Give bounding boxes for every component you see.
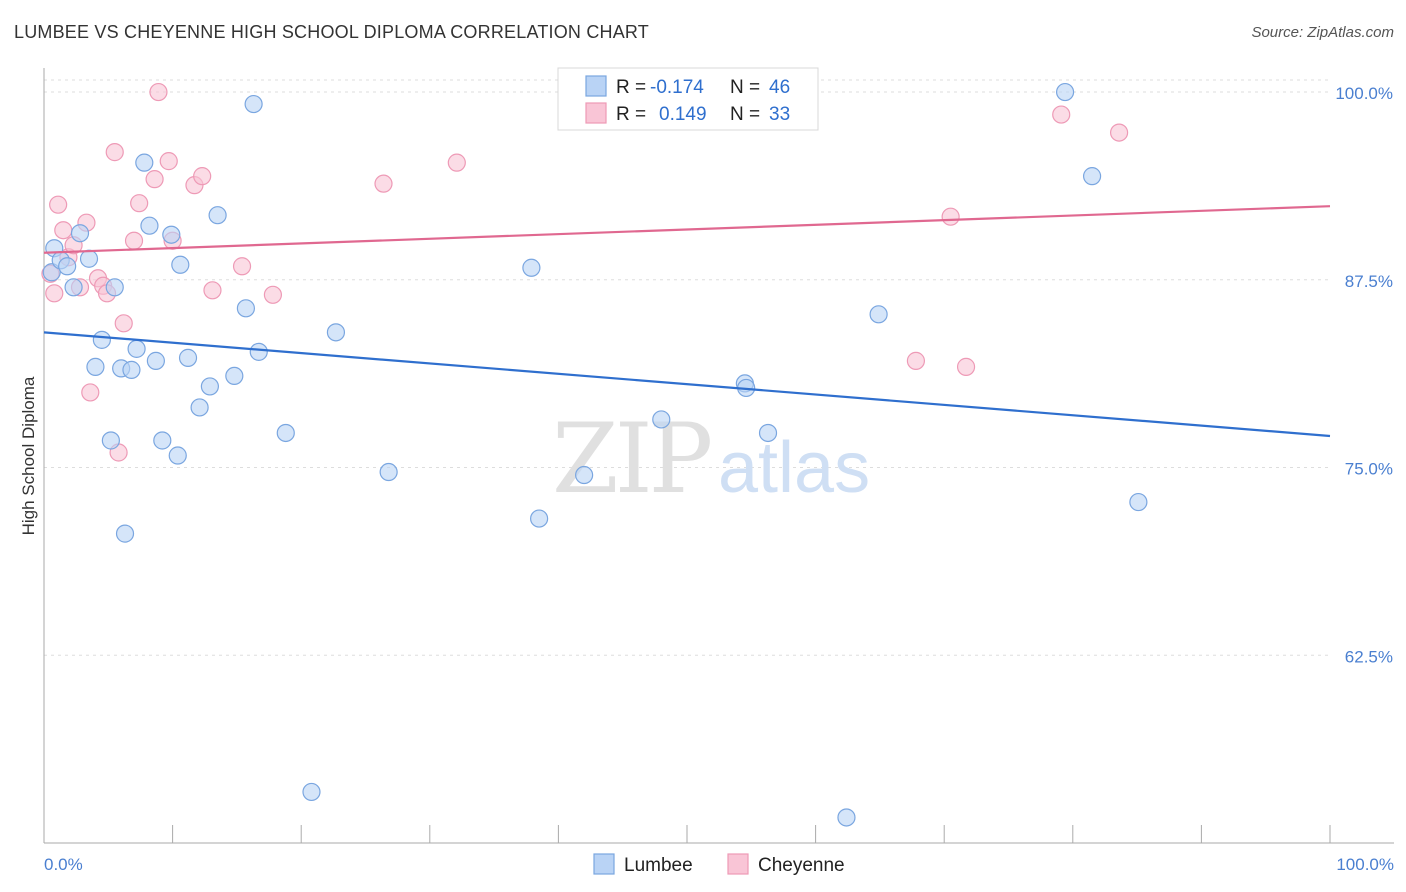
lumbee-point-37 [652, 410, 671, 429]
lumbee-trend-line [43, 331, 1331, 438]
lumbee-point-7 [86, 357, 105, 376]
cheyenne-trend-line [43, 205, 1331, 254]
lumbee-point-13 [122, 360, 141, 379]
lumbee-point-20 [168, 446, 187, 465]
lumbee-point-33 [379, 462, 398, 482]
cheyenne-point-3 [54, 221, 73, 240]
lumbee-point-22 [178, 348, 198, 367]
cheyenne-point-29 [941, 207, 960, 226]
lumbee-point-12 [115, 524, 135, 543]
y-tick-label-0: 100.0% [1335, 84, 1393, 103]
lumbee-point-40 [758, 423, 778, 443]
cheyenne-point-28 [906, 351, 926, 370]
chart-title: LUMBEE VS CHEYENNE HIGH SCHOOL DIPLOMA C… [14, 22, 649, 42]
bottom-legend-swatch-lumbee [593, 853, 615, 875]
lumbee-point-44 [1082, 167, 1102, 186]
lumbee-point-16 [140, 216, 159, 235]
y-tick-labels: 100.0% 87.5% 75.0% 62.5% [1335, 84, 1393, 666]
lumbee-point-19 [162, 225, 181, 244]
legend-n-label-lumbee: N = [730, 77, 760, 98]
watermark-atlas: atlas [718, 428, 870, 508]
cheyenne-point-15 [124, 231, 144, 250]
bottom-legend-label-cheyenne: Cheyenne [758, 855, 845, 876]
lumbee-point-15 [135, 153, 154, 172]
legend-r-value-cheyenne: 0.149 [659, 104, 707, 125]
bottom-legend-label-lumbee: Lumbee [624, 855, 693, 876]
cheyenne-point-2 [49, 195, 68, 214]
bottom-legend: Lumbee Cheyenne [593, 853, 845, 876]
lumbee-point-42 [869, 305, 888, 324]
legend: R = -0.174 N = 46 R = 0.149 N = 33 [557, 67, 819, 131]
axes [43, 68, 1394, 844]
legend-r-label-cheyenne: R = [616, 104, 646, 125]
legend-n-label-cheyenne: N = [730, 104, 760, 125]
cheyenne-point-26 [374, 174, 393, 193]
y-tick-label-3: 62.5% [1345, 647, 1393, 666]
x-tick-label-max: 100.0% [1336, 855, 1394, 874]
cheyenne-point-8 [81, 383, 100, 402]
legend-n-value-cheyenne: 33 [769, 104, 790, 125]
lumbee-points [42, 82, 1148, 827]
cheyenne-point-24 [263, 285, 283, 304]
lumbee-point-10 [105, 278, 124, 297]
lumbee-point-17 [146, 351, 165, 370]
lumbee-point-25 [208, 206, 227, 225]
cheyenne-point-16 [130, 194, 149, 213]
lumbee-point-28 [244, 94, 263, 114]
legend-r-label-lumbee: R = [616, 77, 646, 98]
bottom-legend-swatch-cheyenne [727, 853, 749, 875]
cheyenne-point-17 [145, 170, 164, 189]
cheyenne-point-21 [193, 167, 212, 186]
watermark: ZIP atlas [552, 403, 870, 515]
lumbee-point-23 [190, 398, 209, 417]
y-axis-title: High School Diploma [19, 376, 38, 535]
lumbee-point-34 [522, 258, 541, 277]
trend-lines [43, 205, 1331, 438]
legend-n-value-lumbee: 46 [769, 77, 790, 98]
lumbee-point-26 [225, 366, 244, 386]
legend-swatch-cheyenne [585, 102, 607, 124]
legend-r-value-lumbee: -0.174 [650, 77, 704, 98]
lumbee-point-5 [70, 224, 90, 243]
lumbee-point-43 [1055, 82, 1075, 102]
lumbee-point-31 [302, 782, 321, 802]
cheyenne-point-31 [1052, 105, 1071, 124]
cheyenne-point-32 [1109, 123, 1129, 142]
lumbee-point-18 [153, 431, 172, 450]
cheyenne-point-27 [447, 153, 466, 172]
lumbee-point-35 [530, 509, 549, 528]
lumbee-point-21 [171, 255, 190, 274]
lumbee-point-36 [575, 465, 594, 485]
lumbee-point-4 [64, 278, 83, 297]
lumbee-point-27 [236, 299, 256, 318]
cheyenne-point-30 [956, 357, 976, 376]
gridlines [44, 79, 1330, 656]
cheyenne-point-25 [149, 82, 168, 102]
lumbee-point-41 [837, 808, 856, 827]
lumbee-point-6 [79, 249, 99, 268]
cheyenne-point-23 [232, 257, 252, 276]
x-tick-label-min: 0.0% [44, 855, 83, 874]
lumbee-point-9 [101, 431, 120, 450]
lumbee-point-3 [58, 257, 77, 276]
lumbee-point-32 [326, 323, 346, 342]
watermark-zip: ZIP [552, 403, 711, 515]
legend-swatch-lumbee [585, 75, 607, 97]
lumbee-point-24 [200, 377, 219, 396]
y-tick-label-1: 87.5% [1345, 272, 1393, 291]
cheyenne-point-14 [114, 314, 133, 333]
cheyenne-point-1 [45, 284, 64, 303]
cheyenne-point-22 [203, 281, 222, 300]
cheyenne-point-12 [105, 143, 124, 162]
cheyenne-point-18 [159, 152, 178, 171]
lumbee-point-45 [1129, 492, 1148, 512]
chart-source: Source: ZipAtlas.com [1251, 24, 1394, 41]
lumbee-point-8 [92, 330, 111, 349]
lumbee-point-14 [127, 339, 146, 358]
lumbee-point-29 [249, 342, 268, 361]
lumbee-point-30 [276, 423, 295, 443]
lumbee-point-0 [42, 263, 61, 282]
y-tick-label-2: 75.0% [1345, 460, 1393, 479]
